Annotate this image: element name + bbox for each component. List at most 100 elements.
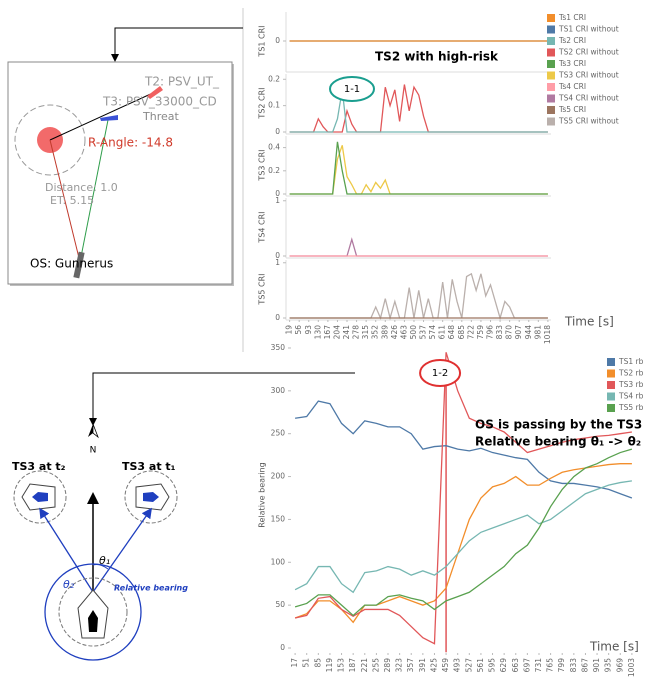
ts3-t1-label: TS3 at t₁ [122,460,176,473]
legend-label: TS3 CRI without [558,71,619,80]
x-tick-label: 833 [569,658,578,673]
y-tick-label: 0 [275,127,280,136]
data-line [290,85,548,132]
y-axis-label: TS5 CRI [258,273,267,305]
data-line [295,449,632,615]
x-tick-label: 130 [313,325,322,340]
data-line [295,464,632,623]
x-tick-label: 663 [511,658,520,673]
connector [93,373,355,422]
x-tick-label: 204 [332,325,341,340]
legend-swatch [607,393,615,401]
theta-label: θ₁ [99,554,110,567]
data-line [290,274,548,318]
x-axis-label: Time [s] [564,315,614,329]
x-tick-label: 595 [488,658,497,673]
x-tick-label: 426 [390,325,399,340]
x-tick-label: 323 [395,658,404,673]
x-tick-label: 1018 [543,325,552,344]
y-tick-label: 100 [271,557,286,566]
target-label: T2: PSV_UT_ [144,75,220,89]
legend-swatch [547,95,555,103]
x-tick-label: 870 [505,325,514,340]
legend-label: Ts1 CRI [558,13,586,22]
x-tick-label: 907 [514,325,523,340]
x-tick-label: 629 [499,658,508,673]
y-axis-label: TS2 CRI [258,87,267,119]
legend-label: TS5 rb [618,403,644,412]
x-tick-label: 833 [495,325,504,340]
theta-label: θ₂ [63,578,75,591]
legend-swatch [547,106,555,114]
x-tick-label: 119 [325,658,334,673]
y-tick-label: 0 [280,643,285,652]
legend-label: TS3 rb [618,380,644,389]
y-axis-label: TS3 CRI [258,149,267,181]
x-tick-label: 17 [290,658,299,668]
x-tick-label: 315 [361,325,370,340]
x-tick-label: 357 [406,658,415,673]
data-line [295,401,632,498]
y-tick-label: 250 [271,429,286,438]
legend-swatch [547,118,555,126]
x-tick-label: 241 [342,325,351,340]
x-tick-label: 85 [313,658,322,668]
x-tick-label: 463 [399,325,408,340]
x-tick-label: 722 [466,325,475,340]
x-tick-label: 500 [409,325,418,340]
legend-swatch [547,26,555,34]
legend-swatch [607,358,615,366]
legend-swatch [547,60,555,68]
x-tick-label: 425 [429,658,438,673]
legend-label: Ts2 CRI [558,36,586,45]
angle-label: R-Angle: -14.8 [88,136,173,150]
y-tick-label: 350 [271,343,286,352]
marker-label: 1-2 [432,368,448,379]
legend-swatch [547,49,555,57]
target-label: T3: PSV_33000_CD [102,95,217,109]
y-tick-label: 0.2 [268,166,280,175]
y-tick-label: 0 [275,313,280,322]
legend-label: TS2 rb [618,369,644,378]
x-tick-label: 969 [615,658,624,673]
x-tick-label: 731 [534,658,543,673]
x-tick-label: 574 [428,325,437,340]
x-tick-label: 153 [337,658,346,673]
legend-label: TS1 rb [618,357,644,366]
x-tick-label: 56 [294,325,303,335]
data-line [290,145,548,194]
legend-swatch [607,381,615,389]
legend-label: TS5 CRI without [558,117,619,126]
threat-label: Threat [142,110,179,123]
connector [115,28,243,58]
x-tick-label: 278 [352,325,361,340]
x-tick-label: 51 [302,658,311,668]
y-tick-label: 1 [275,196,280,205]
x-tick-label: 901 [592,658,601,673]
x-tick-label: 389 [380,325,389,340]
x-tick-label: 459 [441,658,450,673]
annotation: Relative bearing θ₁ -> θ₂ [475,435,641,449]
y-tick-label: 0 [275,36,280,45]
x-tick-label: 221 [360,658,369,673]
x-tick-label: 352 [371,325,380,340]
x-tick-label: 289 [383,658,392,673]
data-line [290,239,548,256]
relative-bearing-label: Relative bearing [114,584,188,593]
x-tick-label: 765 [546,658,555,673]
x-tick-label: 391 [418,658,427,673]
annotation: OS is passing by the TS3 [475,418,642,432]
y-axis-label: TS4 CRI [258,211,267,243]
legend-label: TS1 CRI without [558,25,619,34]
legend-swatch [547,14,555,22]
y-axis-label: TS1 CRI [258,25,267,57]
x-tick-label: 944 [524,325,533,340]
x-tick-label: 167 [323,325,332,340]
y-tick-label: 300 [271,386,286,395]
legend-label: Ts3 CRI [558,59,586,68]
diagram: N TS3 at t₂ TS3 at t₁ θ₁ θ₂ Relative bea… [12,424,188,660]
screenshot: T2: PSV_UT_ T3: PSV_33000_CD Threat R-An… [8,62,234,286]
legend-swatch [607,370,615,378]
x-tick-label: 19 [285,325,294,335]
x-tick-label: 685 [457,325,466,340]
